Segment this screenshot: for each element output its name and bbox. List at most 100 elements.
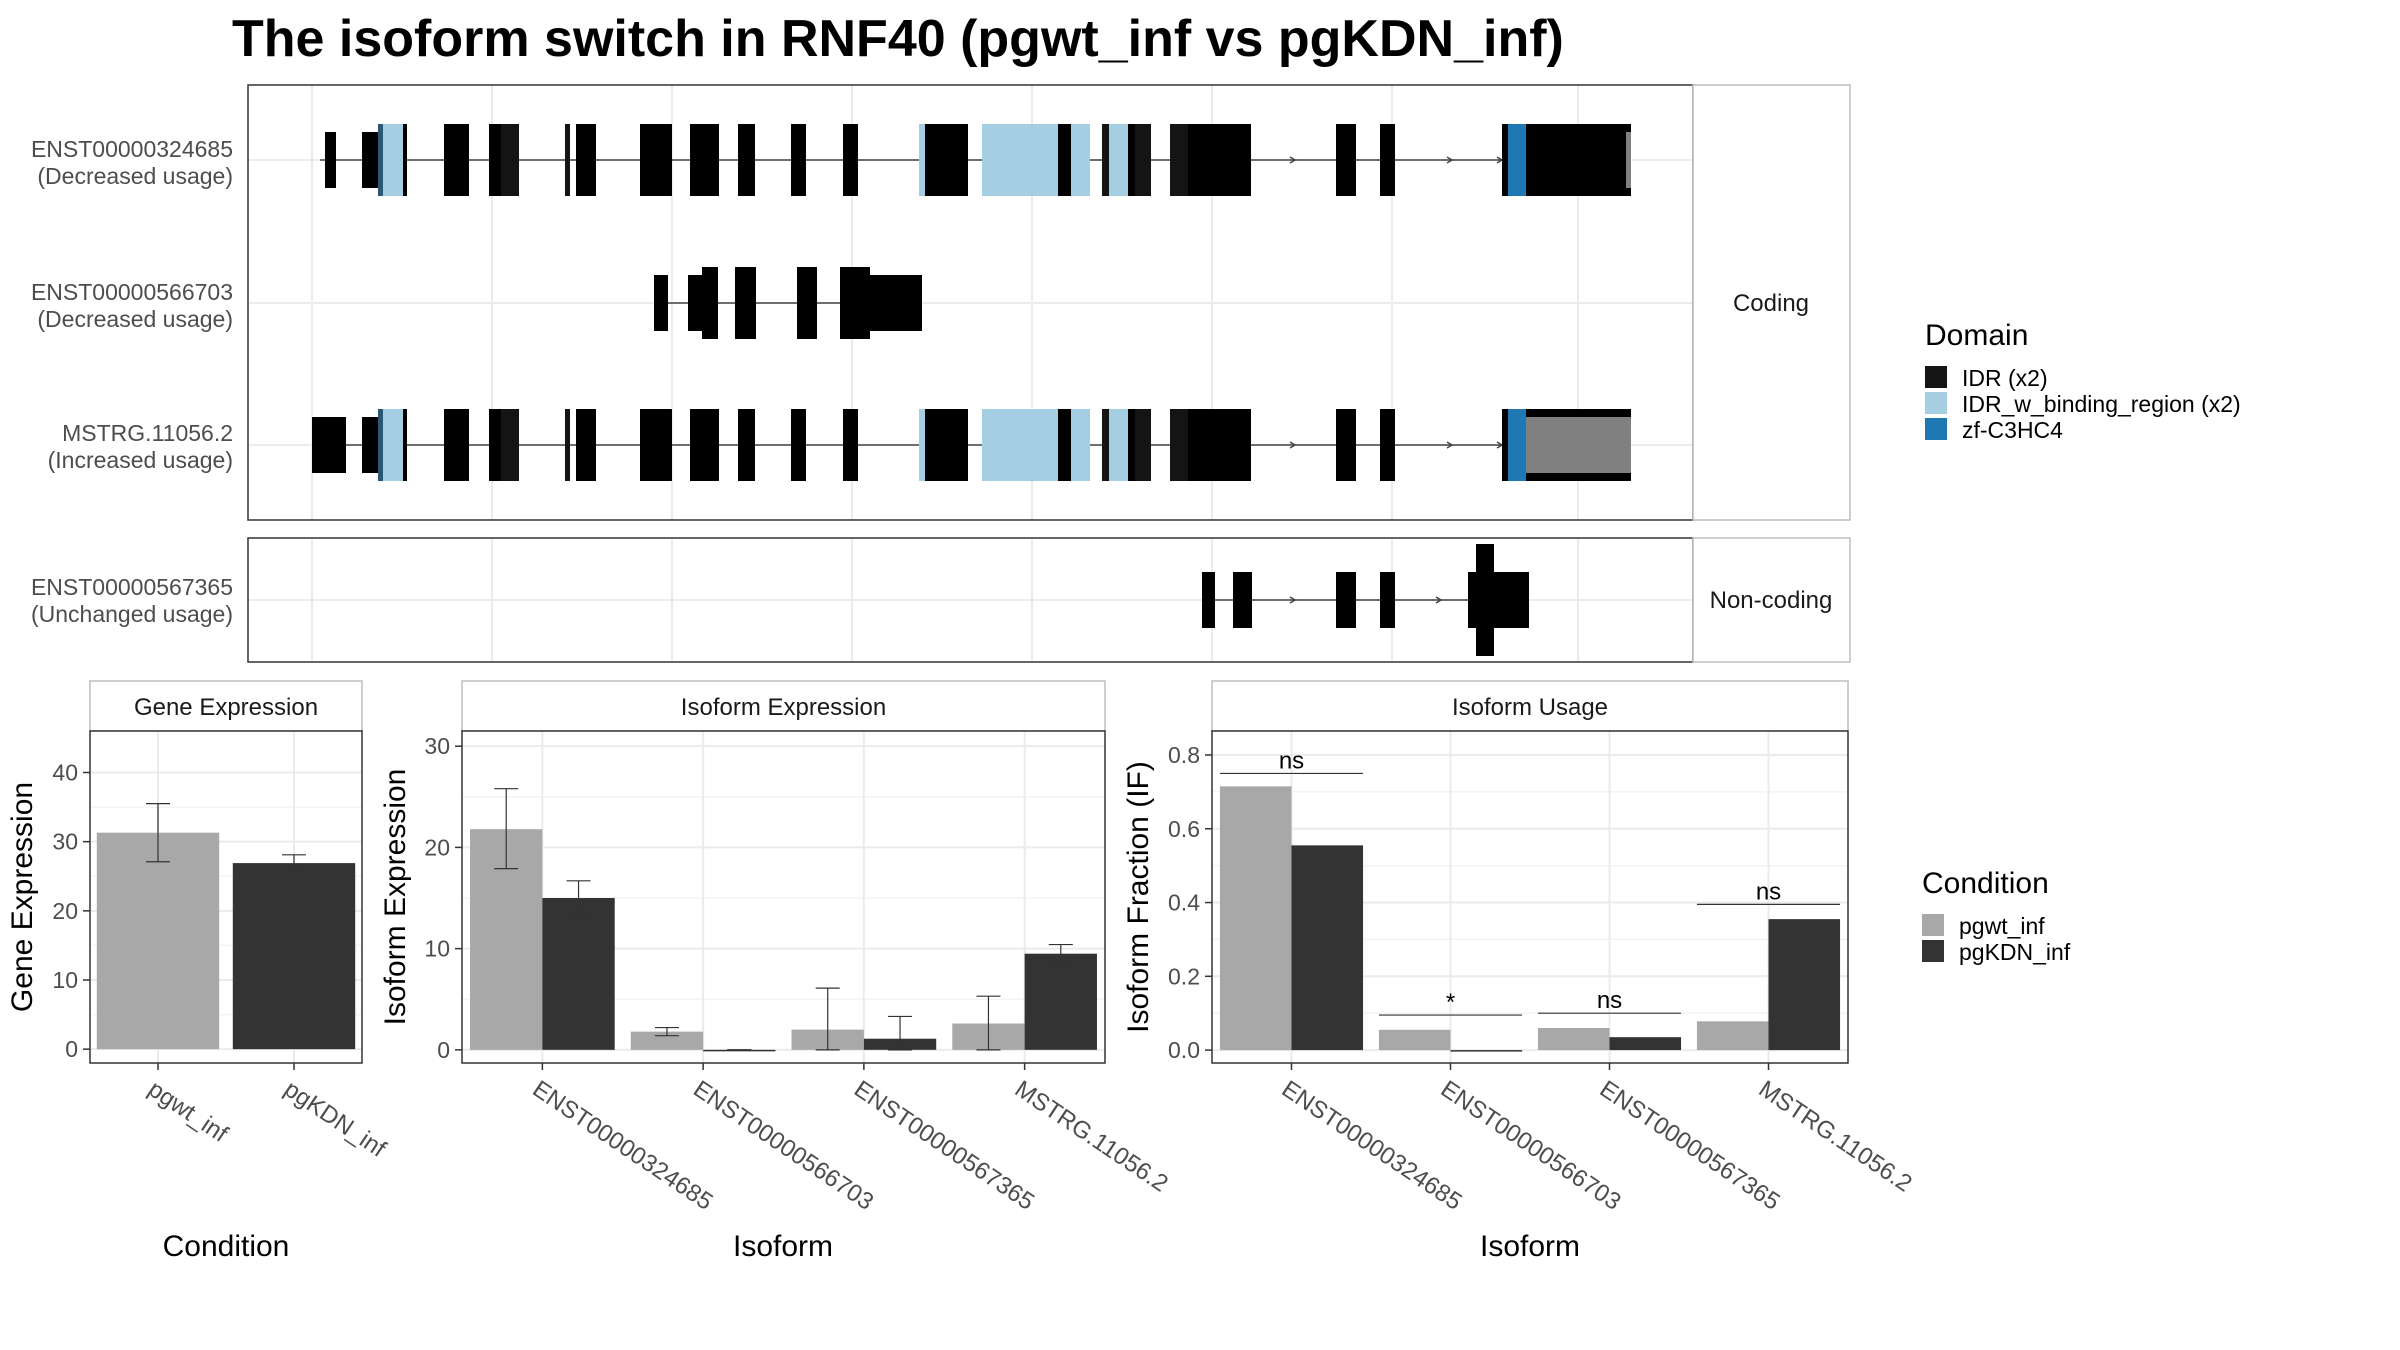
panel-frame	[89, 730, 363, 1064]
domain-IDR_w_binding_region	[383, 124, 403, 196]
panel-frame	[1211, 730, 1849, 1064]
domain-legend-label-idr-binding: IDR_w_binding_region (x2)	[1962, 391, 2241, 417]
track-usage-ENST00000567365: (Unchanged usage)	[31, 601, 233, 627]
bar-pgKDN_inf	[542, 898, 615, 1050]
panel-strip-title: Isoform Expression	[681, 694, 886, 721]
x-tick-label: pgKDN_inf	[279, 1076, 391, 1163]
domain-IDR	[565, 409, 570, 481]
utr-exon	[1526, 417, 1631, 473]
panel-frame	[461, 730, 1106, 1064]
exon	[489, 409, 501, 481]
exon	[870, 275, 922, 331]
domain-legend: Domain IDR (x2) IDR_w_binding_region (x2…	[1925, 319, 2241, 443]
domain-IDR	[1135, 124, 1151, 196]
exon	[1058, 409, 1069, 481]
y-tick-label: 30	[52, 829, 78, 855]
exon	[735, 267, 756, 339]
y-tick-label: 0.6	[1168, 816, 1200, 842]
exon	[1336, 409, 1356, 481]
bar-pgKDN_inf	[1291, 845, 1364, 1051]
exon	[640, 124, 672, 196]
domain-IDR_w_binding_region	[1109, 124, 1128, 196]
exon	[576, 409, 596, 481]
exon	[325, 132, 336, 188]
condition-legend-key-pgwt	[1922, 914, 1944, 936]
exon	[843, 124, 858, 196]
exon	[489, 124, 501, 196]
exon-boundary	[378, 409, 383, 481]
exon	[362, 132, 378, 188]
intron-arrow	[1289, 441, 1297, 449]
y-tick-label: 0.0	[1168, 1037, 1200, 1063]
bar-pgKDN_inf	[1024, 953, 1097, 1050]
domain-IDR	[1170, 409, 1188, 481]
bar-pgwt_inf	[1378, 1029, 1451, 1051]
x-tick-label: MSTRG.11056.2	[1010, 1076, 1173, 1198]
intron-arrow	[1289, 156, 1297, 164]
bar-pgKDN_inf	[1609, 1037, 1682, 1051]
domain-legend-title: Domain	[1925, 319, 2028, 352]
coding-strip-label: Coding	[1733, 290, 1809, 317]
significance-label: *	[1446, 989, 1455, 1016]
isoform-structure-plot: Coding Non-coding ENST00000324685 (Decre…	[31, 84, 1851, 663]
domain-IDR_w_binding_region	[1015, 409, 1058, 481]
bar-pgKDN_inf	[1768, 919, 1841, 1051]
x-axis-title: Condition	[163, 1230, 290, 1263]
y-tick-label: 10	[52, 967, 78, 993]
track-id-ENST00000566703: ENST00000566703	[31, 279, 233, 305]
track-id-ENST00000324685: ENST00000324685	[31, 136, 233, 162]
exon	[840, 267, 870, 339]
domain-IDR_w_binding_region	[383, 409, 403, 481]
bar-pgwt_inf	[1219, 786, 1292, 1051]
y-axis-title: Gene Expression	[6, 782, 39, 1012]
exon	[362, 417, 378, 473]
exon	[797, 267, 817, 339]
domain-IDR_w_binding_region	[1015, 124, 1058, 196]
track-id-MSTRG.11056.2: MSTRG.11056.2	[62, 420, 233, 446]
condition-legend-title: Condition	[1922, 867, 2049, 900]
exon	[843, 409, 858, 481]
domain-IDR_w_binding_region	[1071, 409, 1090, 481]
x-tick-label: pgwt_inf	[143, 1076, 232, 1149]
exon	[1202, 572, 1215, 628]
transcript-models	[312, 124, 1631, 656]
domain-IDR	[1102, 124, 1111, 196]
exon	[925, 409, 968, 481]
y-tick-label: 20	[424, 834, 450, 860]
panel-strip	[461, 680, 1106, 732]
noncoding-strip-label: Non-coding	[1710, 587, 1833, 614]
exon	[1526, 132, 1626, 188]
exon-boundary	[378, 124, 383, 196]
exon	[1188, 124, 1251, 196]
x-tick-label: MSTRG.11056.2	[1754, 1076, 1917, 1198]
domain-IDR	[565, 124, 570, 196]
exon	[690, 124, 719, 196]
bar-pgKDN_inf	[703, 1049, 776, 1052]
gene-expression-chart: Gene Expression 0 10 20 30 40 pgwt_inf pgKDN_in…	[6, 680, 391, 1263]
condition-legend-label-pgkdn: pgKDN_inf	[1959, 939, 2071, 965]
bar-pgwt_inf	[1537, 1027, 1610, 1051]
domain-IDR	[501, 409, 519, 481]
exon	[1336, 572, 1356, 628]
domain-legend-key-idr	[1925, 366, 1947, 388]
y-tick-label: 30	[424, 733, 450, 759]
intron-arrow	[1446, 441, 1454, 449]
intron-arrow	[1446, 156, 1454, 164]
domain-zf-C3HC4	[1508, 124, 1526, 196]
exon	[444, 409, 469, 481]
y-tick-label: 0	[437, 1037, 450, 1063]
bar-pgwt_inf	[1696, 1021, 1769, 1051]
significance-label: ns	[1756, 878, 1781, 905]
exon	[1188, 409, 1251, 481]
condition-legend-key-pgkdn	[1922, 940, 1944, 962]
domain-legend-key-idr-binding	[1925, 392, 1947, 414]
coding-strip	[1692, 84, 1851, 521]
bar-pgKDN_inf	[1450, 1050, 1523, 1052]
domain-IDR	[501, 124, 519, 196]
bar-pgKDN_inf	[232, 863, 356, 1050]
y-tick-label: 0	[65, 1036, 78, 1062]
exon	[654, 275, 668, 331]
exon	[1233, 572, 1252, 628]
exon	[791, 124, 806, 196]
